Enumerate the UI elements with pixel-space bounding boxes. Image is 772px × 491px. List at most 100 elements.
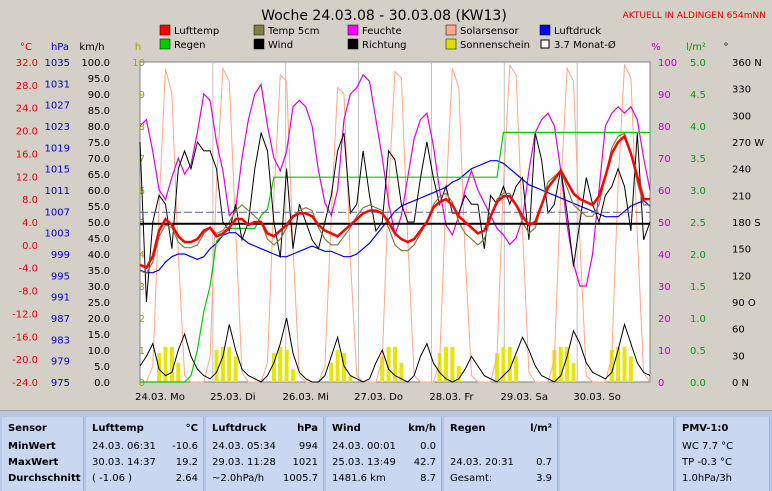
tick-direction: 240 [732,165,751,176]
tick-direction: 180 S [732,218,761,229]
unit-percent: % [651,42,661,53]
x-tick-label: 26.03. Mi [283,392,329,403]
luftdruck-cell-date: 29.03. 11:28 [212,457,276,468]
tick-percent: 100 [658,58,677,69]
lufttemp-cell-value: -10.6 [172,441,198,452]
regen-row-0 [450,439,552,454]
luftdruck-cell-value: 994 [298,441,318,452]
tick-rain: 4.0 [690,122,706,133]
sunshine-bar [437,353,442,382]
tick-hours: 8 [139,122,145,133]
sunshine-bar [169,346,174,382]
live-label: AKTUELL IN ALDINGEN 654mNN [623,11,766,21]
tick-rain: 2.0 [690,250,706,261]
tick-kmh: 20.0 [88,314,110,325]
x-tick-label: 28.03. Fr [429,392,474,403]
tick-kmh: 45.0 [88,234,110,245]
legend-label: Feuchte [362,26,402,37]
tick-celsius: -4.0 [18,264,38,275]
tick-celsius: 28.0 [16,81,38,92]
legend-swatch [347,24,359,36]
chart-svg: Woche 24.03.08 - 30.03.08 (KW13) AKTUELL … [12,8,766,403]
tick-hpa: 991 [51,293,70,304]
sunshine-bar [284,350,289,382]
tick-percent: 90 [658,90,671,101]
tick-hours: 10 [132,58,145,69]
wind-header: Wind km/h [332,421,436,436]
tick-kmh: 15.0 [88,330,110,341]
tick-rain: 3.5 [690,154,706,165]
sunshine-bar [278,346,283,382]
blank-column [560,417,674,491]
tick-celsius: 20.0 [16,127,38,138]
regen-cell-date: 24.03. 20:31 [450,457,514,468]
tick-rain: 0.5 [690,346,706,357]
weather-chart: Woche 24.03.08 - 30.03.08 (KW13) AKTUELL … [12,8,766,403]
sunshine-bar [176,362,181,382]
tick-celsius: -20.0 [12,355,38,366]
luftdruck-unit: hPa [297,423,318,434]
sunshine-bar [227,346,232,382]
tick-kmh: 85.0 [88,106,110,117]
sunshine-bar [163,346,168,382]
series-richtung [139,131,651,303]
x-tick-label: 27.03. Do [354,392,403,403]
luftdruck-header: Luftdruck hPa [212,421,318,436]
sunshine-bar [393,346,397,382]
regen-cell-date: Gesamt: [450,473,493,484]
tick-direction: 150 [732,245,751,256]
wind-column: Wind km/h 24.03. 00:01 0.0 25.03. 13:49 42.7 1… [326,417,442,491]
tick-hours: 7 [139,154,145,165]
tick-hpa: 975 [51,378,70,389]
legend-swatch [539,24,551,36]
luftdruck-row-0: 24.03. 05:34 994 [212,439,318,454]
tick-rain: 5.0 [690,58,706,69]
lufttemp-header: Lufttemp °C [92,421,198,436]
tick-kmh: 0.0 [94,378,110,389]
tick-direction: 30 [732,351,745,362]
tick-hpa: 1019 [45,143,70,154]
tick-percent: 60 [658,186,671,197]
luftdruck-cell-date: 24.03. 05:34 [212,441,276,452]
legend-label: Sonnenschein [460,40,530,51]
tick-percent: 70 [658,154,671,165]
tick-hpa: 1011 [45,186,70,197]
tick-rain: 0.0 [690,378,706,389]
series-lufttemp [139,134,650,270]
unit-rain: l/m² [686,42,706,53]
tick-rain: 1.5 [690,282,706,293]
lufttemp-unit: °C [185,423,198,434]
tick-kmh: 60.0 [88,186,110,197]
tick-kmh: 70.0 [88,154,110,165]
sunshine-bar [609,350,614,382]
sensor-header: Sensor [8,423,47,434]
lufttemp-column: Lufttemp °C 24.03. 06:31 -10.6 30.03. 14:37 1… [86,417,204,491]
tick-direction: 120 [732,271,751,282]
legend-swatch [159,38,171,50]
regen-cell-value: 3.9 [536,473,552,484]
sunshine-bar [514,356,519,382]
tick-percent: 30 [658,282,671,293]
regen-row-1: 24.03. 20:31 0.7 [450,455,552,470]
sunshine-bar [501,346,506,382]
tick-celsius: 4.0 [22,218,38,229]
sunshine-bar [552,350,557,382]
tick-hours: 2 [139,314,145,325]
tick-direction: 270 W [732,138,764,149]
tick-direction: 300 [732,111,751,122]
luftdruck-cell-value: 1005.7 [283,473,318,484]
legend-label: Temp 5cm [267,26,319,37]
lufttemp-cell-date: 30.03. 14:37 [92,457,156,468]
series-solarsensor [140,63,651,383]
tick-kmh: 5.0 [94,362,110,373]
tick-rain: 1.0 [690,314,706,325]
tick-celsius: 8.0 [22,195,38,206]
sensor-column: Sensor MinWert MaxWert Durchschnitt [2,417,84,491]
wind-row-2: 1481.6 km 8.7 [332,471,436,486]
x-tick-label: 25.03. Di [210,392,255,403]
tick-celsius: 16.0 [16,149,38,160]
tick-hours: 0 [139,378,145,389]
legend-label: 3.7 Monat-Ø [554,39,616,51]
wind-row-1: 25.03. 13:49 42.7 [332,455,436,470]
tick-direction: 330 [732,85,751,96]
